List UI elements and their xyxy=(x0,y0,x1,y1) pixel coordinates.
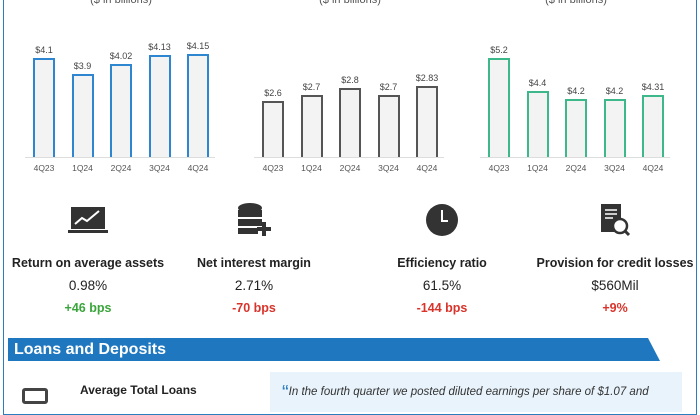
x-tick-label: 3Q24 xyxy=(604,163,625,173)
bar-value-label: $2.7 xyxy=(379,81,398,92)
metric-value: 61.5% xyxy=(422,278,462,293)
bar xyxy=(71,73,94,157)
metric-change: +46 bps xyxy=(64,301,112,315)
metric-change: -70 bps xyxy=(232,301,276,315)
bar-value-label: $4.31 xyxy=(641,81,665,92)
bar xyxy=(187,53,209,157)
bar-value-label: $4.1 xyxy=(35,44,53,55)
bar-value-label: $4.4 xyxy=(528,77,547,88)
bar-value-label: $2.83 xyxy=(415,73,439,84)
bar xyxy=(488,58,510,157)
metric-value: 0.98% xyxy=(68,278,108,293)
x-tick-label: 2Q24 xyxy=(565,163,587,173)
bar-value-label: $4.2 xyxy=(605,86,624,97)
bar xyxy=(565,99,587,157)
chart-monitor-icon xyxy=(0,200,178,240)
metric-value: $560Mil xyxy=(591,278,639,293)
bar xyxy=(526,90,549,157)
metric-provision: Provision for credit losses $560Mil +9% xyxy=(525,200,700,315)
loan-icon xyxy=(22,388,48,404)
quote-box: “In the fourth quarter we posted diluted… xyxy=(270,372,682,412)
x-tick-label: 1Q24 xyxy=(72,163,93,173)
metric-change: -144 bps xyxy=(416,301,468,315)
bar xyxy=(642,94,664,157)
x-tick-label: 2Q24 xyxy=(339,163,361,173)
chart-baseline xyxy=(480,157,670,158)
metric-efficiency: Efficiency ratio 61.5% -144 bps xyxy=(352,200,532,315)
bar xyxy=(33,57,55,157)
bar xyxy=(603,99,626,157)
bar-value-label: $4.15 xyxy=(186,40,210,51)
bar xyxy=(262,101,284,157)
quote-text: In the fourth quarter we posted diluted … xyxy=(288,386,649,398)
x-tick-label: 3Q24 xyxy=(149,163,170,173)
metric-nim: Net interest margin 2.71% -70 bps xyxy=(164,200,344,315)
x-tick-label: 4Q23 xyxy=(262,163,284,173)
metric-change: +9% xyxy=(602,301,628,315)
section-banner: Loans and Deposits xyxy=(8,338,660,361)
bar-value-label: $2.7 xyxy=(302,81,321,92)
x-tick-label: 4Q23 xyxy=(33,163,55,173)
chart-baseline xyxy=(254,157,444,158)
metric-label: Net interest margin xyxy=(197,256,311,270)
bar-value-label: $2.6 xyxy=(264,88,282,99)
chart-baseline xyxy=(25,157,215,158)
bar xyxy=(148,55,171,157)
metric-label: Provision for credit losses xyxy=(536,256,694,270)
bar-value-label: $4.13 xyxy=(148,42,171,53)
chart-subtitle: ($ in billions) xyxy=(90,0,152,6)
bar xyxy=(416,86,438,157)
bar-value-label: $4.02 xyxy=(109,51,133,62)
x-tick-label: 4Q24 xyxy=(642,163,664,173)
clock-icon xyxy=(352,200,532,240)
x-tick-label: 4Q23 xyxy=(488,163,510,173)
bar-value-label: $2.8 xyxy=(341,75,359,86)
quote-mark: “ xyxy=(282,382,289,404)
chart-subtitle: ($ in billions) xyxy=(319,0,381,6)
x-tick-label: 4Q24 xyxy=(416,163,438,173)
x-tick-label: 2Q24 xyxy=(110,163,132,173)
bar xyxy=(339,88,361,157)
bar xyxy=(377,94,400,157)
x-tick-label: 3Q24 xyxy=(378,163,399,173)
bar xyxy=(110,64,132,157)
metric-label: Efficiency ratio xyxy=(397,256,487,270)
x-tick-label: 1Q24 xyxy=(301,163,322,173)
x-tick-label: 4Q24 xyxy=(187,163,209,173)
bar-value-label: $4.2 xyxy=(567,86,585,97)
bar-charts: ($ in billions) $4.1 4Q23 $3.9 1Q24 $4.02 2Q24… xyxy=(0,0,700,190)
database-plus-icon xyxy=(164,200,344,240)
bar-value-label: $5.2 xyxy=(490,45,508,56)
x-tick-label: 1Q24 xyxy=(527,163,548,173)
document-search-icon xyxy=(525,200,700,240)
chart-subtitle: ($ in billions) xyxy=(545,0,607,6)
metric-label: Return on average assets xyxy=(11,256,165,270)
metric-value: 2.71% xyxy=(234,278,274,293)
average-total-loans-label: Average Total Loans xyxy=(80,383,197,397)
metric-roaa: Return on average assets 0.98% +46 bps xyxy=(0,200,178,315)
bar-value-label: $3.9 xyxy=(73,60,92,71)
bar xyxy=(300,94,323,157)
